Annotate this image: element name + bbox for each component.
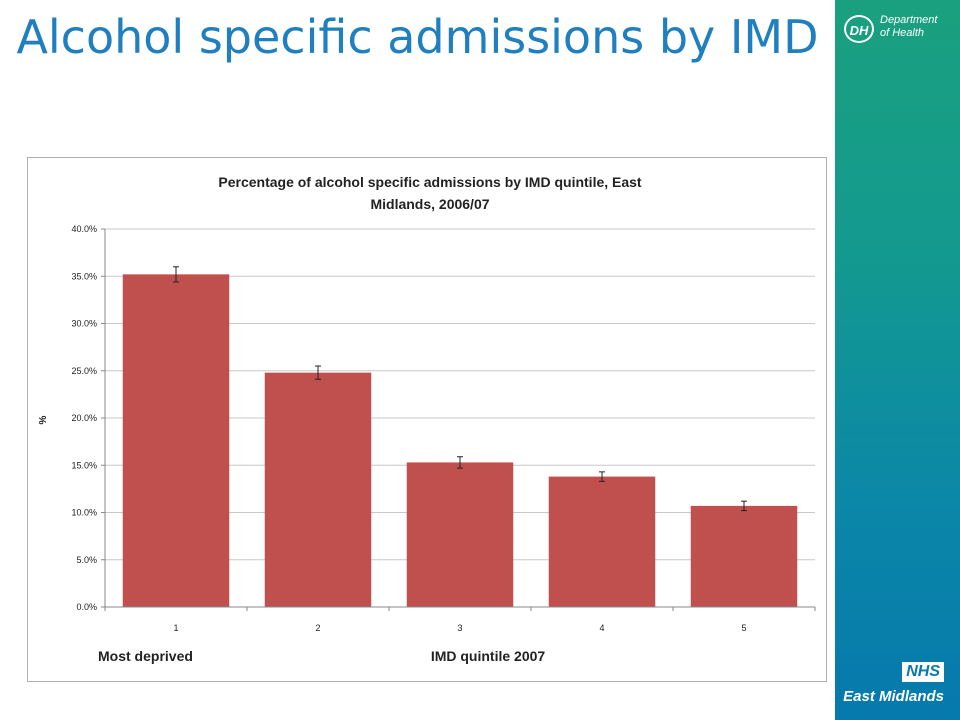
error-bars <box>173 266 747 512</box>
x-axis-note: Most deprived <box>98 648 193 664</box>
y-tick-label: 10.0% <box>71 508 97 518</box>
dh-name-line1: Department <box>880 14 938 26</box>
x-axis-ticks: 1 2 3 4 5 <box>104 607 816 633</box>
bar-3 <box>406 462 514 607</box>
bar-4 <box>548 476 656 607</box>
x-tick-label: 1 <box>173 623 178 633</box>
bar-5 <box>690 505 798 607</box>
y-tick-label: 35.0% <box>71 271 97 281</box>
x-tick-label: 4 <box>599 623 604 633</box>
nhs-region-name: East Midlands <box>843 688 944 705</box>
bars <box>122 274 798 607</box>
y-tick-label: 20.0% <box>71 413 97 423</box>
nhs-logo: NHS East Midlands <box>843 662 952 710</box>
brand-side-band <box>835 0 960 720</box>
chart-container: Percentage of alcohol specific admission… <box>27 157 827 682</box>
x-tick-label: 5 <box>741 623 746 633</box>
x-axis-title: IMD quintile 2007 <box>431 648 546 664</box>
y-tick-label: 5.0% <box>76 555 97 565</box>
chart-title-line1: Percentage of alcohol specific admission… <box>218 174 642 190</box>
dh-name-line2: of Health <box>880 27 925 39</box>
y-tick-label: 0.0% <box>76 602 97 612</box>
department-of-health-logo: DH Department of Health <box>844 12 954 48</box>
nhs-logo-mark: NHS <box>902 662 944 682</box>
dh-logo-text: Department of Health <box>880 14 954 40</box>
y-tick-label: 30.0% <box>71 319 97 329</box>
bar-chart: Percentage of alcohol specific admission… <box>38 174 816 664</box>
y-tick-label: 25.0% <box>71 366 97 376</box>
chart-title-line2: Midlands, 2006/07 <box>370 196 489 212</box>
bar-1 <box>122 274 230 607</box>
dh-logo-mark: DH <box>844 15 874 43</box>
slide-title: Alcohol specific admissions by IMD <box>16 10 819 64</box>
y-axis-title: % <box>38 415 49 424</box>
x-tick-label: 2 <box>315 623 320 633</box>
y-tick-label: 40.0% <box>71 224 97 234</box>
y-axis-ticks: 0.0% 5.0% 10.0% 15.0% 20.0% 25.0% 30.0% 35.0% 40… <box>71 224 105 612</box>
x-tick-label: 3 <box>457 623 462 633</box>
bar-2 <box>264 372 372 607</box>
y-tick-label: 15.0% <box>71 460 97 470</box>
